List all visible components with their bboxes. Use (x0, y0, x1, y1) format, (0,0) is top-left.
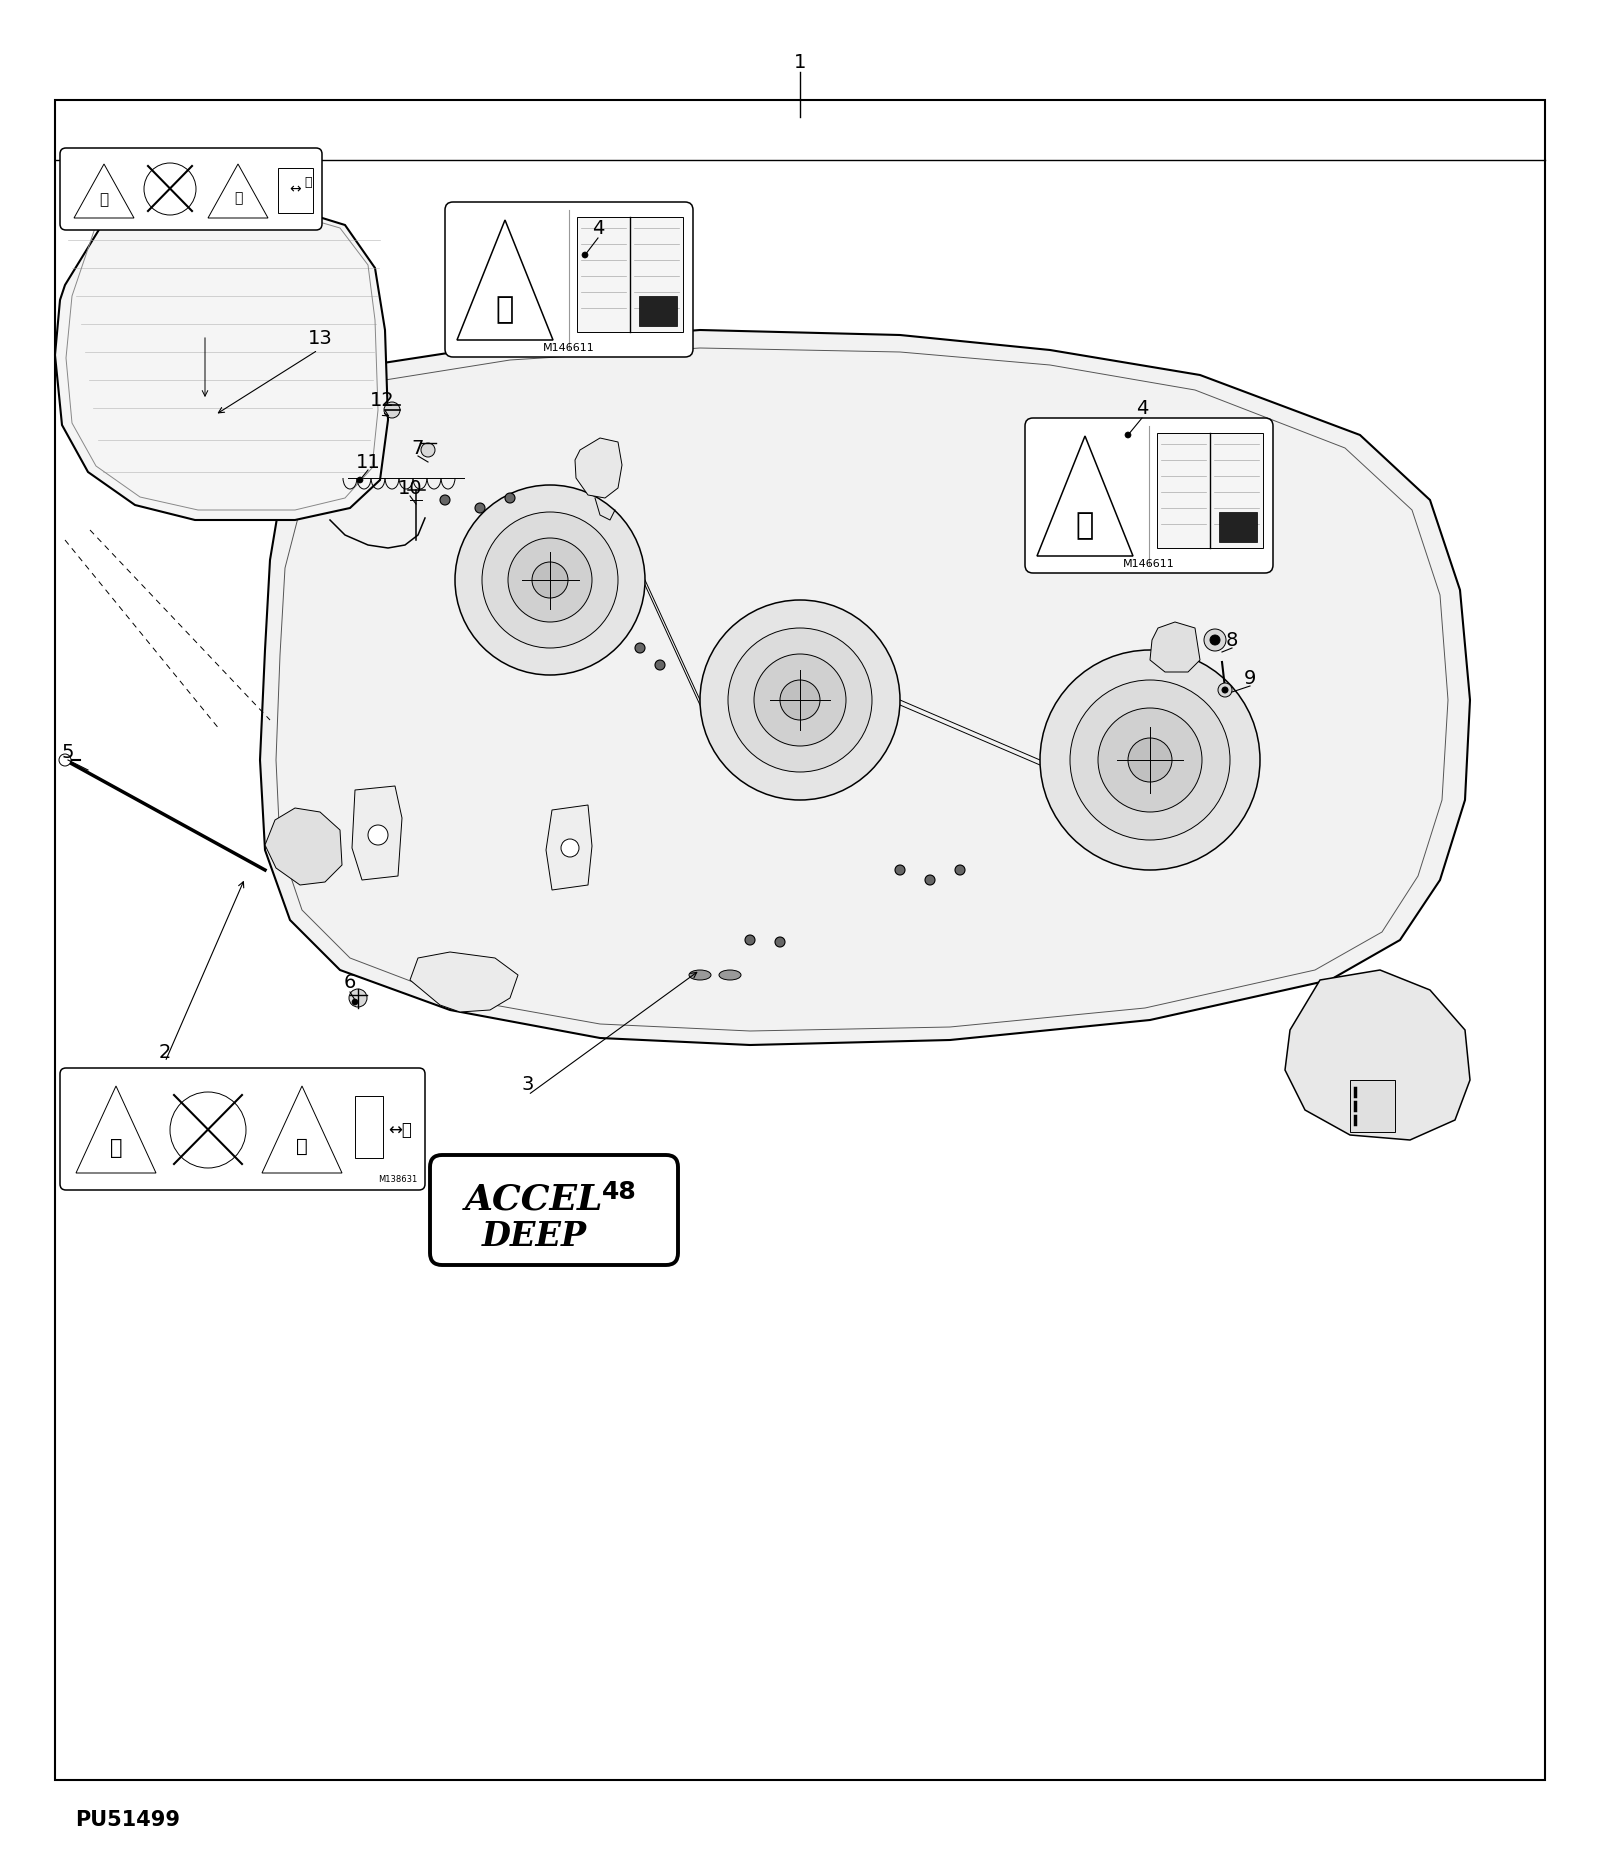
Circle shape (925, 874, 934, 885)
Polygon shape (262, 1087, 342, 1172)
Bar (1219, 513, 1258, 542)
Circle shape (1040, 651, 1261, 870)
Bar (638, 296, 677, 326)
Circle shape (357, 477, 363, 483)
Text: 3: 3 (522, 1076, 534, 1094)
Polygon shape (458, 220, 554, 339)
Polygon shape (574, 438, 622, 498)
Circle shape (1098, 708, 1202, 813)
Text: 10: 10 (398, 479, 422, 498)
Ellipse shape (690, 969, 710, 980)
Circle shape (1070, 680, 1230, 841)
Polygon shape (1285, 969, 1470, 1141)
Text: ✋: ✋ (496, 296, 514, 324)
Polygon shape (352, 787, 402, 880)
Circle shape (368, 826, 387, 844)
Text: DEEP: DEEP (482, 1221, 587, 1253)
Circle shape (170, 1092, 246, 1169)
Ellipse shape (718, 969, 741, 980)
Polygon shape (54, 205, 387, 520)
Circle shape (349, 990, 366, 1007)
Circle shape (531, 563, 568, 598)
Polygon shape (1037, 436, 1133, 555)
Text: 4: 4 (1136, 399, 1149, 418)
Text: M146611: M146611 (1123, 559, 1174, 569)
Bar (355, 1096, 382, 1158)
Bar (278, 168, 314, 212)
Circle shape (352, 999, 358, 1005)
Polygon shape (208, 164, 269, 218)
Circle shape (440, 496, 450, 505)
Text: 8: 8 (1226, 630, 1238, 649)
Circle shape (894, 865, 906, 874)
Text: 5: 5 (62, 742, 74, 762)
Circle shape (1128, 738, 1171, 783)
FancyBboxPatch shape (430, 1156, 678, 1266)
Text: 2: 2 (158, 1042, 171, 1061)
Circle shape (562, 839, 579, 857)
Polygon shape (546, 805, 592, 889)
Circle shape (1210, 636, 1221, 645)
Bar (578, 216, 683, 332)
Text: 🦶: 🦶 (234, 190, 242, 205)
Circle shape (728, 628, 872, 772)
Circle shape (654, 660, 666, 669)
Polygon shape (1150, 623, 1200, 673)
Circle shape (384, 403, 400, 418)
Circle shape (475, 503, 485, 513)
Text: 7: 7 (411, 438, 424, 457)
Text: 🚶: 🚶 (304, 177, 312, 190)
Text: M138631: M138631 (378, 1174, 418, 1184)
Circle shape (509, 539, 592, 623)
Circle shape (635, 643, 645, 652)
Text: 11: 11 (355, 453, 381, 472)
Text: 13: 13 (307, 328, 333, 347)
Text: ACCEL: ACCEL (466, 1184, 603, 1217)
Circle shape (1218, 682, 1232, 697)
Circle shape (754, 654, 846, 746)
Text: 6: 6 (344, 973, 357, 992)
Circle shape (1222, 688, 1229, 693)
Text: PU51499: PU51499 (75, 1810, 179, 1830)
Circle shape (144, 162, 195, 214)
Text: ↔🚶: ↔🚶 (389, 1120, 411, 1139)
Text: ✋: ✋ (1075, 511, 1094, 541)
FancyBboxPatch shape (61, 147, 322, 229)
Text: 9: 9 (1243, 669, 1256, 688)
Circle shape (454, 485, 645, 675)
Circle shape (781, 680, 819, 720)
Circle shape (421, 444, 435, 457)
Circle shape (955, 865, 965, 874)
FancyBboxPatch shape (61, 1068, 426, 1189)
Polygon shape (266, 807, 342, 885)
Circle shape (1205, 628, 1226, 651)
Text: 4: 4 (592, 218, 605, 237)
Text: 🦶: 🦶 (296, 1137, 307, 1156)
FancyBboxPatch shape (1026, 418, 1274, 572)
Circle shape (774, 938, 786, 947)
Text: M146611: M146611 (542, 343, 595, 352)
Circle shape (506, 492, 515, 503)
Text: 12: 12 (370, 390, 394, 410)
Bar (1157, 432, 1262, 548)
Polygon shape (77, 1087, 157, 1172)
Circle shape (482, 513, 618, 649)
Text: ✋: ✋ (110, 1139, 122, 1158)
Circle shape (701, 600, 899, 800)
Bar (1350, 1079, 1395, 1131)
Text: 48: 48 (602, 1180, 637, 1204)
Circle shape (59, 755, 70, 766)
Polygon shape (74, 164, 134, 218)
Circle shape (746, 936, 755, 945)
Circle shape (1125, 432, 1131, 438)
Text: 1: 1 (794, 52, 806, 71)
Text: ✋: ✋ (99, 192, 109, 207)
FancyBboxPatch shape (445, 201, 693, 358)
Text: ↔: ↔ (290, 183, 301, 196)
Polygon shape (259, 330, 1470, 1046)
Polygon shape (410, 953, 518, 1012)
Circle shape (582, 252, 589, 257)
